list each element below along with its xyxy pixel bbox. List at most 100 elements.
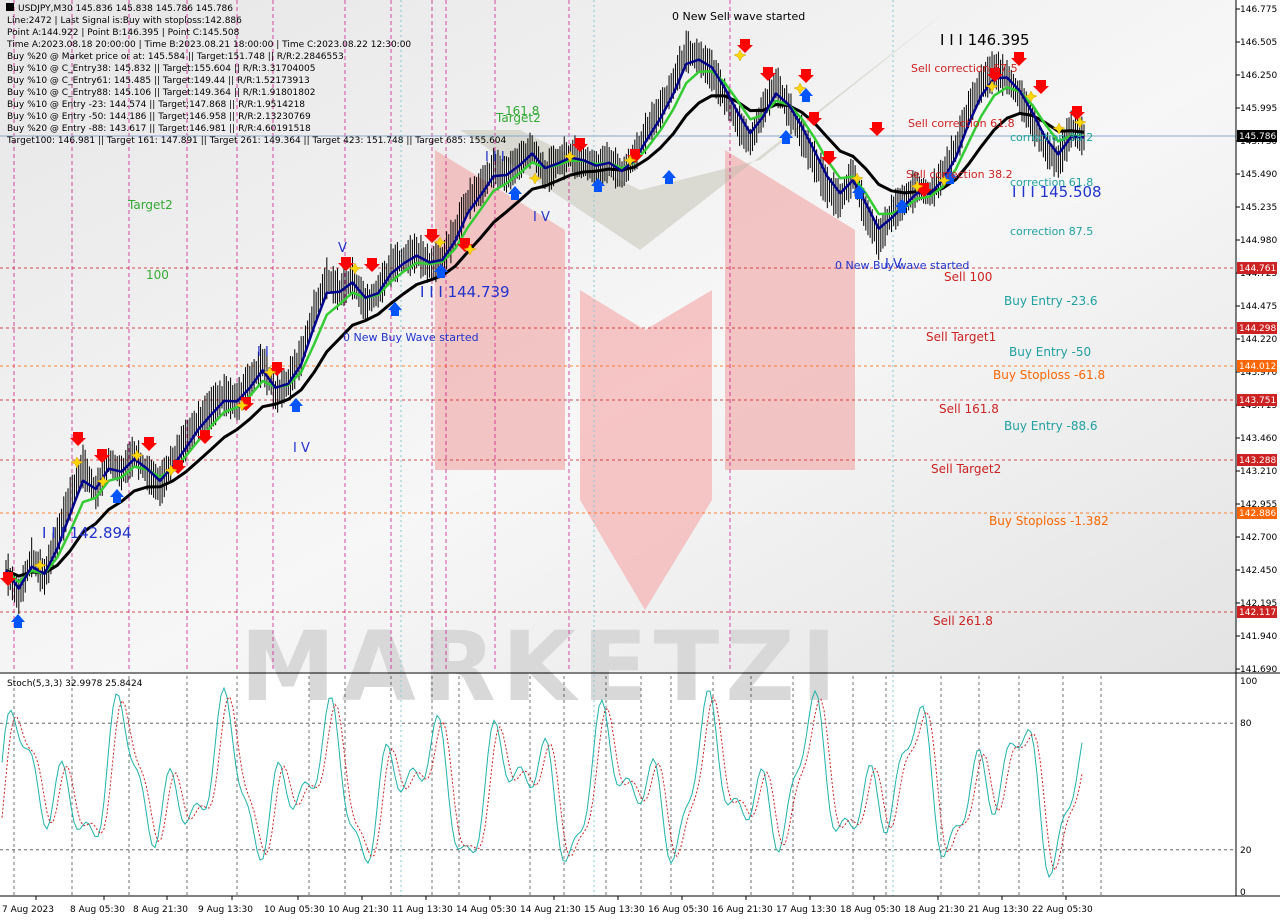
stoch-title: Stoch(5,3,3) 32.9978 25.8424 (7, 679, 143, 689)
signal-star-5 (235, 399, 249, 412)
sell-arrow-4 (170, 460, 186, 474)
buy-arrow-8 (779, 130, 793, 144)
buy-arrow-1 (110, 489, 124, 503)
annotation-wave-iv-b: I V (533, 210, 550, 225)
buy-arrow-5 (508, 186, 522, 200)
info-line: Point A:144.922 | Point B:146.395 | Poin… (7, 28, 240, 38)
sell-arrow-23 (1033, 80, 1049, 94)
price-tick-label: 144.475 (1240, 302, 1277, 312)
price-marker-label: 144.761 (1239, 264, 1276, 274)
price-marker-bg (1237, 394, 1277, 406)
info-line: Target100: 146.981 || Target 161: 147.89… (6, 136, 507, 146)
info-line: Buy %20 @ Entry -88: 143.617 || Target:1… (7, 124, 311, 134)
price-tick-label: 146.775 (1240, 5, 1277, 15)
signal-star-19 (1024, 90, 1038, 103)
time-tick-label: 16 Aug 21:30 (712, 905, 773, 915)
sell-arrow-19 (869, 122, 885, 136)
annotation-wave-iii: I I I (485, 150, 505, 165)
sell-arrow-0 (0, 572, 16, 586)
signal-star-12 (623, 154, 637, 167)
price-tick-label: 146.250 (1240, 71, 1277, 81)
time-tick-label: 18 Aug 21:30 (904, 905, 965, 915)
sell-arrow-3 (141, 437, 157, 451)
annotation-sell-2618: Sell 261.8 (933, 614, 993, 628)
sell-arrow-2 (94, 449, 110, 463)
sell-arrow-11 (457, 238, 473, 252)
sell-arrow-21 (987, 68, 1003, 82)
info-line: Buy %10 @ C_Entry61: 145.485 || Target:1… (7, 76, 310, 86)
annotation-buy-wave-1: 0 New Buy Wave started (343, 331, 479, 344)
price-marker-label: 142.886 (1239, 509, 1276, 519)
signal-star-15 (850, 172, 864, 185)
buy-arrow-4 (434, 264, 448, 278)
signal-star-1 (70, 456, 84, 469)
signal-star-13 (733, 49, 747, 62)
annotation-buy-sl-1382: Buy Stoploss -1.382 (989, 514, 1109, 528)
time-tick-label: 10 Aug 21:30 (328, 905, 389, 915)
sell-arrow-7 (269, 362, 285, 376)
signal-star-17 (937, 174, 951, 187)
sell-arrow-17 (806, 112, 822, 126)
time-tick-label: 17 Aug 13:30 (776, 905, 837, 915)
price-marker-label: 144.298 (1239, 324, 1276, 334)
time-tick-label: 16 Aug 05:30 (648, 905, 709, 915)
stoch-tick-label: 100 (1240, 677, 1257, 687)
price-tick-label: 143.970 (1240, 368, 1277, 378)
time-tick-label: 11 Aug 13:30 (392, 905, 453, 915)
annotation-buy-sl-618: Buy Stoploss -61.8 (993, 368, 1105, 382)
time-tick-label: 8 Aug 21:30 (133, 905, 188, 915)
price-marker-bg (1237, 130, 1277, 142)
buy-arrow-10 (852, 185, 866, 199)
annotation-wave-ii: I I (257, 345, 269, 360)
sell-arrow-15 (760, 67, 776, 81)
annotation-lvl-100: 100 (146, 268, 169, 282)
annotation-wave-v: V (338, 241, 347, 256)
price-tick-label: 141.690 (1240, 665, 1277, 675)
price-tick-label: 142.955 (1240, 500, 1277, 510)
annotation-sell-100: Sell 100 (944, 270, 992, 284)
signal-star-21 (1073, 116, 1087, 129)
watermark-logo-right (725, 150, 855, 470)
sell-arrow-14 (737, 39, 753, 53)
annotation-point-mid: I I I 144.739 (420, 283, 510, 301)
annotation-wave-iv: I V (293, 441, 310, 456)
annotation-buy-entry-886: Buy Entry -88.6 (1004, 419, 1098, 433)
time-tick-label: 21 Aug 13:30 (968, 905, 1029, 915)
price-marker-bg (1237, 507, 1277, 519)
sell-arrow-22 (1011, 52, 1027, 66)
annotation-sell-target1: Sell Target1 (926, 330, 996, 344)
price-marker-bg (1237, 262, 1277, 274)
time-tick-label: 15 Aug 13:30 (584, 905, 645, 915)
annotation-buy-entry-236: Buy Entry -23.6 (1004, 294, 1098, 308)
buy-arrow-7 (662, 170, 676, 184)
info-line: Buy %10 @ C_Entry38: 145.832 || Target:1… (7, 64, 315, 74)
stoch-main-line (1, 686, 1083, 879)
sell-arrow-18 (821, 151, 837, 165)
signal-star-14 (793, 82, 807, 95)
info-line: Time A:2023.08.18 20:00:00 | Time B:2023… (6, 40, 411, 50)
time-tick-label: 8 Aug 05:30 (70, 905, 125, 915)
watermark-text: MARKETZI (240, 611, 843, 723)
buy-arrow-6 (591, 178, 605, 192)
price-marker-label: 144.012 (1239, 362, 1276, 372)
price-marker-label: 142.117 (1239, 608, 1276, 618)
annotation-sell-corr-875: Sell correction 87.5 (911, 62, 1018, 75)
buy-arrow-11 (895, 199, 909, 213)
price-marker-label: 143.288 (1239, 456, 1276, 466)
annotation-sell-corr-618: Sell correction 61.8 (908, 117, 1015, 130)
price-tick-label: 145.235 (1240, 203, 1277, 213)
price-marker-bg (1237, 360, 1277, 372)
stoch-tick-label: 80 (1240, 719, 1252, 729)
watermark-logo-center (580, 290, 712, 610)
price-marker-label: 145.786 (1239, 132, 1276, 142)
price-tick-label: 142.195 (1240, 599, 1277, 609)
time-tick-label: 14 Aug 21:30 (520, 905, 581, 915)
info-line: Buy %10 @ C_Entry88: 145.106 || Target:1… (7, 88, 315, 98)
annotation-buy-entry-50: Buy Entry -50 (1009, 345, 1091, 359)
watermark-logo-arrow (460, 8, 950, 250)
annotation-lvl-1618: 161.8 (505, 104, 539, 118)
signal-star-6 (263, 366, 277, 379)
ma-slow-line (5, 94, 1085, 578)
signal-star-11 (563, 150, 577, 163)
